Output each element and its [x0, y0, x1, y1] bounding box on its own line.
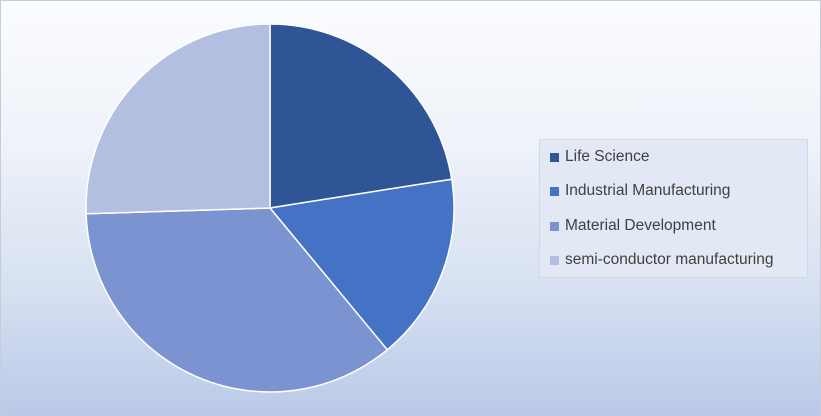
legend-label-life-science: Life Science: [565, 148, 650, 165]
legend-label-semi-conductor-manufacturing: semi-conductor manufacturing: [565, 251, 774, 268]
legend-swatch-material-development: [550, 221, 559, 231]
legend-item-life-science: Life Science: [550, 145, 649, 169]
legend: Life Science Industrial Manufacturing Ma…: [539, 139, 808, 278]
pie-slice-life-science: [269, 23, 453, 209]
legend-swatch-life-science: [550, 152, 559, 162]
pie-slice-industrial-manufacturing: [269, 178, 455, 351]
legend-swatch-semi-conductor-manufacturing: [550, 255, 559, 265]
legend-item-industrial-manufacturing: Industrial Manufacturing: [550, 179, 730, 203]
legend-label-material-development: Material Development: [565, 217, 716, 234]
legend-swatch-industrial-manufacturing: [550, 186, 559, 196]
pie-slice-semi-conductor-manufacturing: [85, 23, 271, 215]
legend-item-semi-conductor-manufacturing: semi-conductor manufacturing: [550, 248, 774, 272]
legend-item-material-development: Material Development: [550, 214, 716, 238]
legend-label-industrial-manufacturing: Industrial Manufacturing: [565, 182, 731, 199]
pie-slice-material-development: [85, 207, 389, 393]
